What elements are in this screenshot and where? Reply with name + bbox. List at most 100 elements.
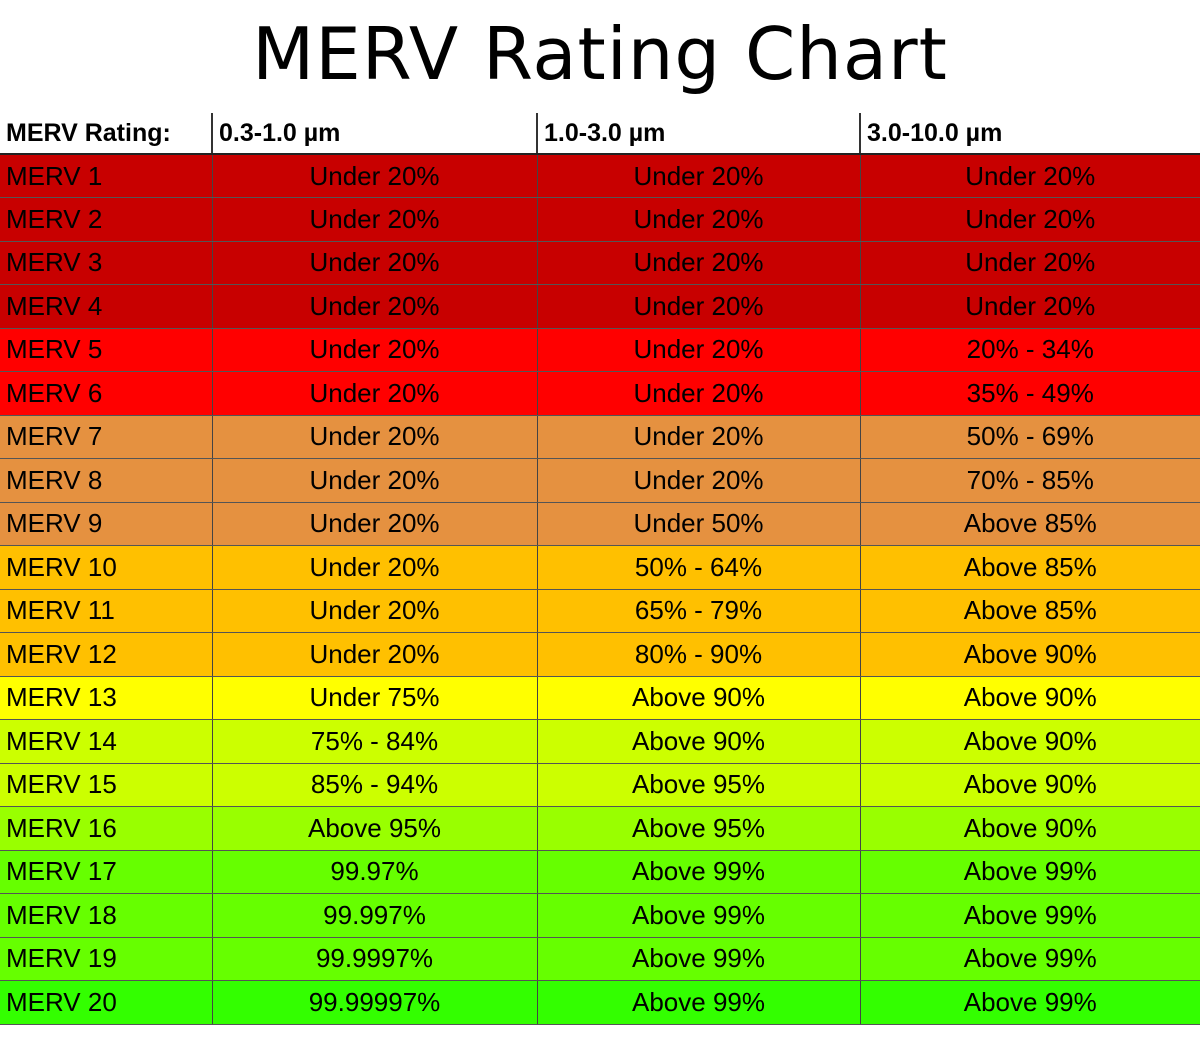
table-row: MERV 9 Under 20% Under 50% Above 85%: [0, 502, 1200, 546]
rating-cell: MERV 8: [0, 458, 212, 503]
cell-1.0-3.0: Under 20%: [536, 458, 860, 503]
cell-1.0-3.0: 50% - 64%: [536, 545, 860, 590]
header-1.0-3.0: 1.0-3.0 µm: [536, 113, 860, 155]
table-row: MERV 14 75% - 84% Above 90% Above 90%: [0, 719, 1200, 764]
rating-cell: MERV 5: [0, 328, 212, 372]
rating-cell: MERV 9: [0, 502, 212, 546]
cell-1.0-3.0: Above 95%: [536, 763, 860, 807]
cell-0.3-1.0: Under 20%: [211, 154, 537, 198]
rating-cell: MERV 10: [0, 545, 212, 590]
table-row: MERV 10 Under 20% 50% - 64% Above 85%: [0, 545, 1200, 590]
rating-cell: MERV 13: [0, 676, 212, 720]
cell-3.0-10.0: Above 85%: [859, 545, 1200, 590]
cell-1.0-3.0: Under 20%: [536, 284, 860, 329]
rating-cell: MERV 4: [0, 284, 212, 329]
header-row: MERV Rating: 0.3-1.0 µm 1.0-3.0 µm 3.0-1…: [0, 113, 1200, 155]
cell-3.0-10.0: Above 90%: [859, 719, 1200, 764]
cell-3.0-10.0: Above 85%: [859, 589, 1200, 633]
rating-cell: MERV 12: [0, 632, 212, 677]
rating-cell: MERV 3: [0, 241, 212, 285]
cell-1.0-3.0: Under 20%: [536, 197, 860, 242]
rating-cell: MERV 1: [0, 154, 212, 198]
cell-0.3-1.0: Under 20%: [211, 197, 537, 242]
cell-0.3-1.0: Above 95%: [211, 806, 537, 851]
cell-1.0-3.0: Above 90%: [536, 676, 860, 720]
cell-3.0-10.0: Under 20%: [859, 197, 1200, 242]
header-3.0-10.0: 3.0-10.0 µm: [859, 113, 1200, 155]
table-row: MERV 5 Under 20% Under 20% 20% - 34%: [0, 328, 1200, 372]
table-row: MERV 15 85% - 94% Above 95% Above 90%: [0, 763, 1200, 807]
cell-3.0-10.0: Under 20%: [859, 154, 1200, 198]
table-row: MERV 18 99.997% Above 99% Above 99%: [0, 893, 1200, 938]
cell-3.0-10.0: Above 90%: [859, 806, 1200, 851]
table-row: MERV 3 Under 20% Under 20% Under 20%: [0, 241, 1200, 285]
table-row: MERV 19 99.9997% Above 99% Above 99%: [0, 937, 1200, 981]
cell-3.0-10.0: 50% - 69%: [859, 415, 1200, 459]
cell-0.3-1.0: Under 20%: [211, 632, 537, 677]
merv-table: MERV Rating: 0.3-1.0 µm 1.0-3.0 µm 3.0-1…: [0, 113, 1200, 1025]
cell-1.0-3.0: Under 20%: [536, 371, 860, 416]
cell-0.3-1.0: Under 20%: [211, 589, 537, 633]
rating-cell: MERV 7: [0, 415, 212, 459]
cell-1.0-3.0: 65% - 79%: [536, 589, 860, 633]
table-row: MERV 7 Under 20% Under 20% 50% - 69%: [0, 415, 1200, 459]
cell-1.0-3.0: Under 50%: [536, 502, 860, 546]
rating-cell: MERV 20: [0, 980, 212, 1025]
cell-3.0-10.0: 35% - 49%: [859, 371, 1200, 416]
rating-cell: MERV 15: [0, 763, 212, 807]
table-row: MERV 17 99.97% Above 99% Above 99%: [0, 850, 1200, 894]
cell-0.3-1.0: 99.9997%: [211, 937, 537, 981]
cell-3.0-10.0: Above 99%: [859, 937, 1200, 981]
cell-3.0-10.0: Under 20%: [859, 241, 1200, 285]
cell-0.3-1.0: 99.97%: [211, 850, 537, 894]
cell-3.0-10.0: Above 85%: [859, 502, 1200, 546]
cell-3.0-10.0: Above 90%: [859, 676, 1200, 720]
cell-1.0-3.0: Above 95%: [536, 806, 860, 851]
cell-0.3-1.0: 99.997%: [211, 893, 537, 938]
cell-3.0-10.0: 70% - 85%: [859, 458, 1200, 503]
cell-0.3-1.0: Under 20%: [211, 284, 537, 329]
cell-3.0-10.0: Above 99%: [859, 980, 1200, 1025]
cell-3.0-10.0: Above 99%: [859, 850, 1200, 894]
rating-cell: MERV 19: [0, 937, 212, 981]
cell-1.0-3.0: Under 20%: [536, 415, 860, 459]
cell-1.0-3.0: Under 20%: [536, 241, 860, 285]
cell-0.3-1.0: Under 20%: [211, 241, 537, 285]
cell-1.0-3.0: Above 90%: [536, 719, 860, 764]
cell-1.0-3.0: Above 99%: [536, 937, 860, 981]
cell-1.0-3.0: Above 99%: [536, 850, 860, 894]
table-row: MERV 20 99.99997% Above 99% Above 99%: [0, 980, 1200, 1025]
rating-cell: MERV 6: [0, 371, 212, 416]
cell-0.3-1.0: Under 20%: [211, 502, 537, 546]
rating-cell: MERV 2: [0, 197, 212, 242]
chart-title: MERV Rating Chart: [252, 12, 948, 96]
cell-0.3-1.0: Under 20%: [211, 371, 537, 416]
cell-3.0-10.0: Above 99%: [859, 893, 1200, 938]
rating-cell: MERV 14: [0, 719, 212, 764]
table-row: MERV 16 Above 95% Above 95% Above 90%: [0, 806, 1200, 851]
header-merv-rating: MERV Rating:: [0, 113, 212, 155]
cell-0.3-1.0: Under 20%: [211, 545, 537, 590]
cell-3.0-10.0: Under 20%: [859, 284, 1200, 329]
table-row: MERV 2 Under 20% Under 20% Under 20%: [0, 197, 1200, 242]
cell-3.0-10.0: Above 90%: [859, 763, 1200, 807]
rating-cell: MERV 16: [0, 806, 212, 851]
table-row: MERV 13 Under 75% Above 90% Above 90%: [0, 676, 1200, 720]
cell-0.3-1.0: Under 75%: [211, 676, 537, 720]
cell-0.3-1.0: 75% - 84%: [211, 719, 537, 764]
rating-cell: MERV 17: [0, 850, 212, 894]
cell-0.3-1.0: Under 20%: [211, 328, 537, 372]
rating-cell: MERV 11: [0, 589, 212, 633]
table-row: MERV 11 Under 20% 65% - 79% Above 85%: [0, 589, 1200, 633]
cell-1.0-3.0: Above 99%: [536, 980, 860, 1025]
table-row: MERV 4 Under 20% Under 20% Under 20%: [0, 284, 1200, 329]
cell-3.0-10.0: 20% - 34%: [859, 328, 1200, 372]
cell-0.3-1.0: Under 20%: [211, 458, 537, 503]
cell-0.3-1.0: 99.99997%: [211, 980, 537, 1025]
rating-cell: MERV 18: [0, 893, 212, 938]
table-row: MERV 6 Under 20% Under 20% 35% - 49%: [0, 371, 1200, 416]
table-row: MERV 12 Under 20% 80% - 90% Above 90%: [0, 632, 1200, 677]
table-row: MERV 1 Under 20% Under 20% Under 20%: [0, 154, 1200, 198]
cell-1.0-3.0: 80% - 90%: [536, 632, 860, 677]
